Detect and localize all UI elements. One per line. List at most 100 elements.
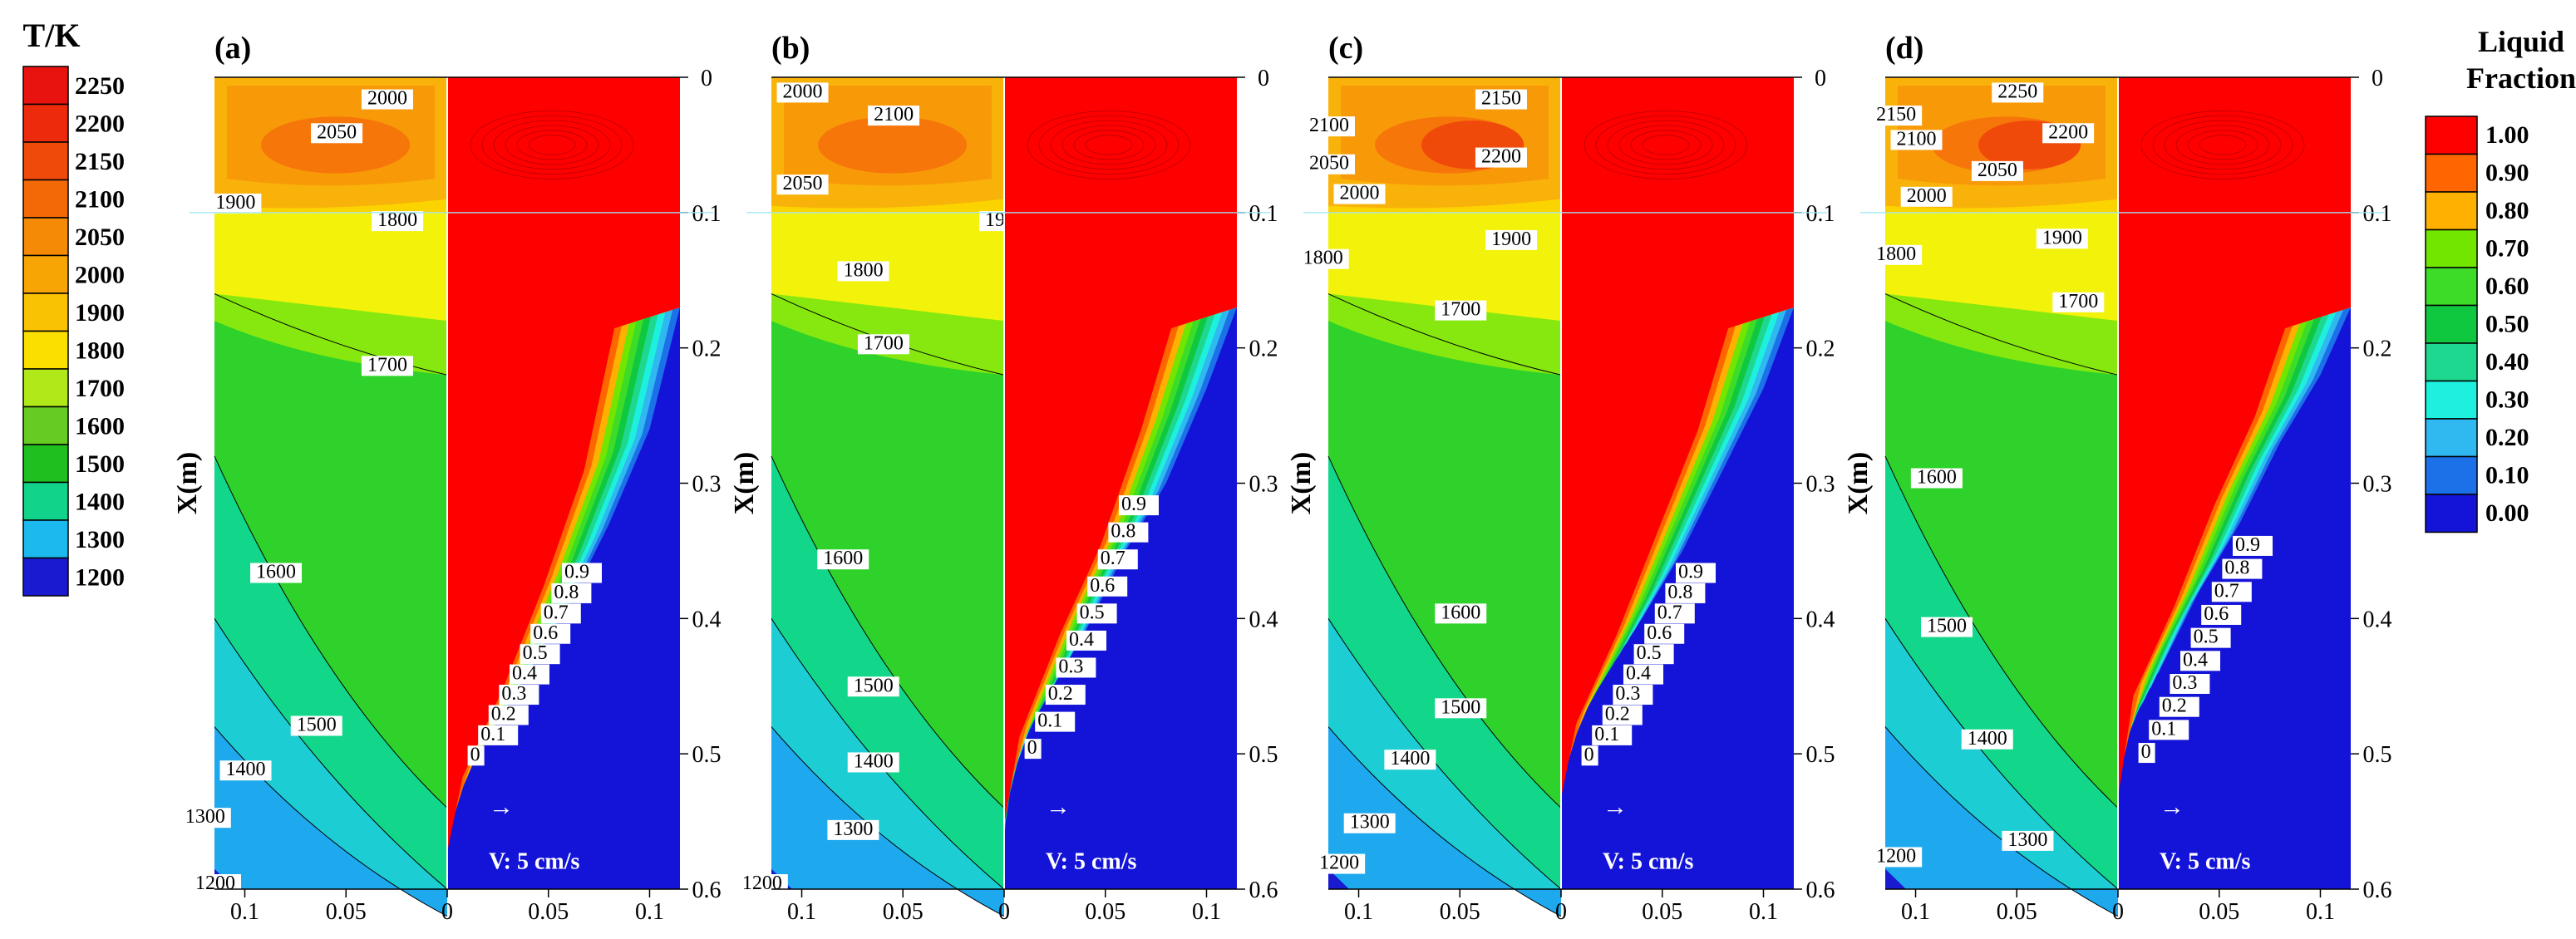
temperature-legend-label: 2050 xyxy=(75,224,125,251)
fraction-label: 0.9 xyxy=(2235,534,2260,556)
fraction-label-box xyxy=(1045,685,1086,705)
fraction-label-box xyxy=(562,563,602,583)
temperature-label-box xyxy=(1890,130,1943,150)
fraction-label: 0.8 xyxy=(1667,582,1692,603)
velocity-streamline xyxy=(470,110,634,179)
temperature-band-1300 xyxy=(1328,726,1561,917)
velocity-label: V: 5 cm/s xyxy=(489,849,580,875)
temperature-label: 2250 xyxy=(1997,81,2037,102)
temperature-band-1200 xyxy=(1328,868,1349,889)
fraction-label: 0.1 xyxy=(2151,718,2176,740)
velocity-streamline xyxy=(1595,115,1736,175)
temperature-label: 1200 xyxy=(1876,845,1916,867)
liquid-fraction-legend-swatch xyxy=(2425,191,2478,231)
temperature-legend-label: 2150 xyxy=(75,148,125,175)
x-tick-label: 0 xyxy=(1555,899,1567,925)
temperature-label-box xyxy=(1961,729,2013,750)
temperature-label-box xyxy=(290,715,342,736)
temperature-label: 1700 xyxy=(367,354,407,376)
x-tick-label: 0.05 xyxy=(528,899,569,925)
temperature-label: 1700 xyxy=(1441,299,1480,321)
temperature-label: 1500 xyxy=(297,714,337,735)
x-tick-label: 0.1 xyxy=(635,899,664,925)
velocity-streamline xyxy=(1584,110,1748,179)
velocity-streamline xyxy=(2140,110,2305,179)
fraction-label-box xyxy=(1623,664,1663,685)
fraction-label: 0.4 xyxy=(1626,663,1651,685)
temperature-label: 1300 xyxy=(185,806,225,828)
fraction-label-box xyxy=(1665,583,1706,603)
fraction-label: 0.8 xyxy=(1111,521,1135,543)
temperature-isoline xyxy=(1884,726,2119,917)
temperature-band-1300 xyxy=(1885,726,2118,917)
fraction-label-box xyxy=(1654,603,1695,624)
liquid-fraction-legend-label: 0.70 xyxy=(2485,234,2529,262)
fraction-label-box xyxy=(2190,627,2231,648)
velocity-arrow: → xyxy=(489,793,514,820)
fraction-label-box xyxy=(520,644,560,665)
fraction-label: 0.5 xyxy=(1637,642,1662,664)
temperature-label: 2000 xyxy=(367,88,407,110)
y-tick-label: 0.4 xyxy=(692,607,722,632)
velocity-streamline xyxy=(1050,120,1168,170)
y-tick-label: 0.5 xyxy=(2363,742,2392,768)
liquid-band-0 xyxy=(2118,77,2351,860)
temperature-label-box xyxy=(1343,813,1396,833)
liquid-fraction-legend-title-line1: Liquid xyxy=(2478,25,2564,58)
temperature-label-box xyxy=(1485,229,1538,250)
temperature-isoline xyxy=(1884,455,2119,809)
temperature-legend-label: 1700 xyxy=(75,375,125,402)
temperature-label: 2050 xyxy=(783,173,823,194)
temperature-label: 2150 xyxy=(1481,88,1521,110)
temperature-isoline xyxy=(1327,293,1562,376)
velocity-streamline xyxy=(516,130,588,160)
temperature-label: 2200 xyxy=(1481,146,1521,168)
liquid-fraction-legend-swatch xyxy=(2425,455,2478,495)
fraction-label-box xyxy=(2201,604,2242,625)
liquid-fraction-legend-label: 1.00 xyxy=(2485,121,2529,149)
liquid-fraction-legend-label: 0.90 xyxy=(2485,159,2529,186)
temperature-label: 1300 xyxy=(2007,829,2047,851)
temperature-field: 2250 2150 2100 2200 2050 2000 1900 1800 1700 1600… xyxy=(1870,77,2119,917)
fraction-label: 0 xyxy=(1584,744,1594,765)
y-tick-label: 0.2 xyxy=(1249,337,1278,362)
temperature-label: 1800 xyxy=(1303,248,1343,269)
liquid-fraction-legend-swatch xyxy=(2425,153,2478,193)
temperature-label: 1300 xyxy=(833,819,873,840)
liquid-fraction-field: 0.90.80.70.60.50.40.30.20.10 → V: 5 cm/s xyxy=(2118,77,2351,889)
x-tick-label: 0.1 xyxy=(1344,899,1373,925)
y-axis-label: X(m) xyxy=(172,452,203,515)
x-tick-label: 0 xyxy=(998,899,1010,925)
x-tick-label: 0.05 xyxy=(1440,899,1480,925)
temperature-legend-label: 1200 xyxy=(75,563,125,591)
fraction-label-box xyxy=(2211,582,2252,602)
liquid-fraction-legend-label: 0.60 xyxy=(2485,273,2529,300)
liquid-band-0 xyxy=(447,77,680,889)
temperature-label-box xyxy=(847,676,899,697)
velocity-arrow: → xyxy=(1046,793,1071,820)
x-tick-label: 0 xyxy=(441,899,453,925)
velocity-label: V: 5 cm/s xyxy=(1603,849,1694,875)
y-tick-label: 0.1 xyxy=(1249,201,1278,227)
y-tick-label: 0.5 xyxy=(1249,742,1278,768)
temperature-legend-swatch xyxy=(22,406,69,445)
panel-d: 2250 2150 2100 2200 2050 2000 1900 1800 1700 1600… xyxy=(1843,31,2392,925)
fraction-label: 0.5 xyxy=(2194,627,2219,648)
temperature-legend-label: 2250 xyxy=(75,72,125,100)
x-tick-label: 0.05 xyxy=(326,899,367,925)
fraction-label-box xyxy=(1633,644,1674,665)
temperature-band-2100 xyxy=(261,116,411,174)
temperature-label-box xyxy=(1910,468,1963,489)
y-tick-label: 0.4 xyxy=(1806,607,1835,632)
temperature-legend-swatch xyxy=(22,141,69,181)
liquid-fraction-legend-label: 0.40 xyxy=(2485,348,2529,376)
temperature-legend-swatch xyxy=(22,217,69,257)
fraction-label-box xyxy=(1602,705,1643,725)
temperature-label-box xyxy=(1435,698,1487,719)
temperature-legend-swatch xyxy=(22,254,69,294)
temperature-label: 1300 xyxy=(1350,812,1390,833)
fraction-label: 0.5 xyxy=(523,642,548,664)
panel-label: (b) xyxy=(771,31,810,66)
temperature-isoline xyxy=(771,726,1005,917)
fraction-label: 0.2 xyxy=(1048,683,1073,705)
